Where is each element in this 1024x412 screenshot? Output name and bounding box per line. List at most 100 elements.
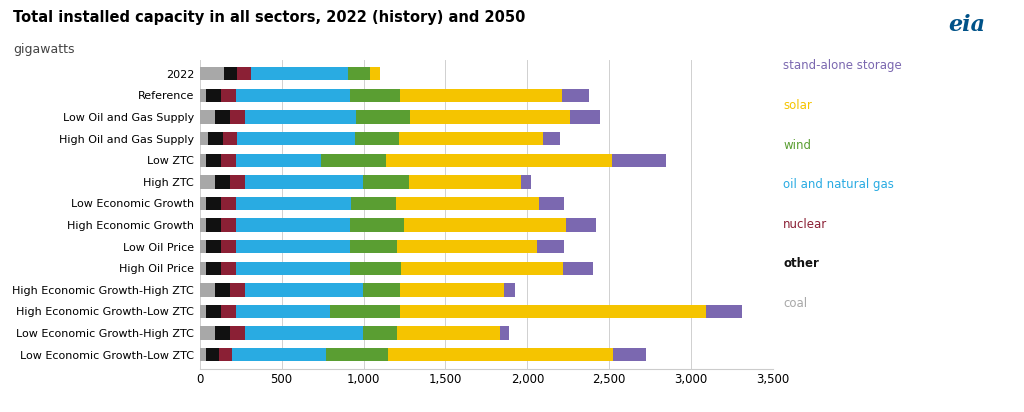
Bar	[538, 240, 564, 253]
Bar	[200, 326, 215, 340]
Bar	[612, 348, 646, 361]
Bar	[208, 132, 222, 145]
Bar	[224, 67, 237, 80]
Bar	[200, 218, 206, 232]
Text: other: other	[783, 257, 819, 270]
Bar	[245, 110, 356, 124]
Bar	[355, 132, 398, 145]
Bar	[215, 326, 230, 340]
Bar	[350, 218, 404, 232]
Bar	[221, 240, 236, 253]
Bar	[370, 67, 380, 80]
Bar	[326, 348, 388, 361]
Bar	[566, 218, 596, 232]
Bar	[411, 110, 570, 124]
Bar	[351, 197, 396, 210]
Bar	[200, 262, 206, 275]
Bar	[200, 348, 206, 361]
Bar	[397, 326, 501, 340]
Bar	[206, 154, 221, 167]
Text: gigawatts: gigawatts	[13, 43, 75, 56]
Bar	[200, 197, 206, 210]
Bar	[200, 89, 206, 102]
Bar	[350, 89, 400, 102]
Bar	[221, 89, 236, 102]
Bar	[206, 305, 221, 318]
Text: stand-alone storage: stand-alone storage	[783, 59, 902, 73]
Bar	[232, 348, 326, 361]
Bar	[236, 262, 350, 275]
Bar	[215, 110, 230, 124]
Bar	[200, 132, 208, 145]
Bar	[539, 197, 564, 210]
Text: Total installed capacity in all sectors, 2022 (history) and 2050: Total installed capacity in all sectors,…	[13, 10, 525, 25]
Bar	[562, 262, 593, 275]
Bar	[245, 175, 362, 189]
Text: nuclear: nuclear	[783, 218, 827, 231]
Bar	[236, 305, 330, 318]
Bar	[396, 197, 539, 210]
Bar	[399, 283, 505, 297]
Bar	[330, 305, 399, 318]
Text: solar: solar	[783, 99, 812, 112]
Bar	[398, 132, 543, 145]
Bar	[221, 262, 236, 275]
Bar	[362, 175, 410, 189]
Bar	[348, 67, 370, 80]
Bar	[230, 326, 245, 340]
Bar	[236, 197, 351, 210]
Bar	[206, 240, 221, 253]
Bar	[410, 175, 521, 189]
Bar	[200, 240, 206, 253]
Bar	[222, 132, 238, 145]
Bar	[245, 326, 362, 340]
Bar	[221, 305, 236, 318]
Bar	[236, 240, 350, 253]
Bar	[321, 154, 386, 167]
Bar	[570, 110, 600, 124]
Bar	[388, 348, 612, 361]
Bar	[200, 305, 206, 318]
Bar	[362, 283, 399, 297]
Bar	[200, 110, 215, 124]
Bar	[521, 175, 531, 189]
Text: coal: coal	[783, 297, 808, 310]
Bar	[399, 305, 706, 318]
Bar	[401, 262, 562, 275]
Bar	[206, 89, 221, 102]
Bar	[215, 283, 230, 297]
Bar	[501, 326, 509, 340]
Bar	[206, 262, 221, 275]
Bar	[230, 175, 245, 189]
Bar	[611, 154, 666, 167]
Bar	[200, 175, 215, 189]
Bar	[230, 283, 245, 297]
Bar	[236, 154, 321, 167]
Bar	[386, 154, 611, 167]
Bar	[404, 218, 566, 232]
Bar	[245, 283, 362, 297]
Bar	[221, 154, 236, 167]
Bar	[206, 218, 221, 232]
Bar	[237, 67, 251, 80]
Bar	[215, 175, 230, 189]
Bar	[562, 89, 589, 102]
Bar	[350, 262, 401, 275]
Text: oil and natural gas: oil and natural gas	[783, 178, 894, 191]
Bar	[397, 240, 538, 253]
Bar	[206, 197, 221, 210]
Bar	[236, 218, 350, 232]
Bar	[251, 67, 348, 80]
Bar	[219, 348, 232, 361]
Bar	[543, 132, 560, 145]
Bar	[221, 218, 236, 232]
Bar	[362, 326, 397, 340]
Bar	[200, 67, 224, 80]
Bar	[200, 154, 206, 167]
Bar	[230, 110, 245, 124]
Bar	[505, 283, 515, 297]
Bar	[200, 283, 215, 297]
Text: wind: wind	[783, 138, 811, 152]
Bar	[238, 132, 355, 145]
Text: eia: eia	[948, 14, 985, 36]
